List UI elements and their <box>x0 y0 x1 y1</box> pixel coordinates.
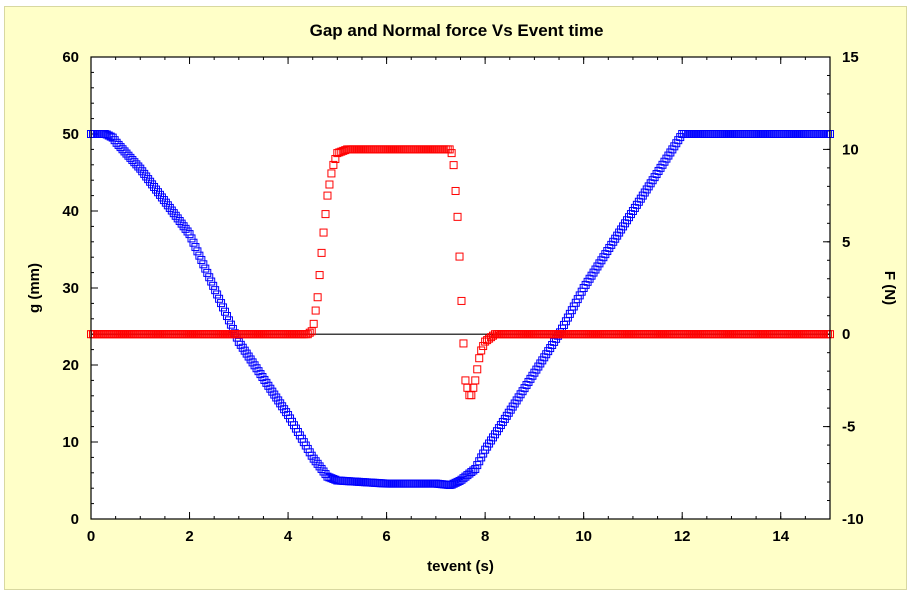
y-right-tick-label: 5 <box>842 234 850 251</box>
data-point-marker <box>219 303 228 312</box>
series-right-markers <box>87 145 834 400</box>
data-point-marker <box>195 251 204 260</box>
data-point-marker <box>309 319 318 328</box>
data-point-marker <box>213 290 222 299</box>
x-tick-label: 8 <box>481 528 489 545</box>
y-left-tick-label: 40 <box>62 203 79 220</box>
data-point-marker <box>211 286 220 295</box>
y-right-tick-label: 10 <box>842 141 859 158</box>
data-point-marker <box>329 160 338 169</box>
y-left-axis-label: g (mm) <box>26 263 43 313</box>
y-left-tick-label: 60 <box>62 49 79 66</box>
y-right-axis-label: F (N) <box>881 271 898 305</box>
y-left-tick-label: 10 <box>62 434 79 451</box>
data-point-marker <box>447 149 456 158</box>
data-point-marker <box>315 271 324 280</box>
data-point-marker <box>199 260 208 269</box>
x-tick-label: 10 <box>575 528 592 545</box>
data-point-marker <box>313 293 322 302</box>
data-point-marker <box>209 281 218 290</box>
data-point-marker <box>185 230 194 239</box>
y-left-tick-label: 30 <box>62 280 79 297</box>
y-left-tick-label: 20 <box>62 357 79 374</box>
series-left-markers <box>87 130 834 490</box>
data-point-marker <box>191 243 200 252</box>
data-point-marker <box>449 161 458 170</box>
x-tick-label: 6 <box>382 528 390 545</box>
data-point-marker <box>457 296 466 305</box>
data-point-marker <box>321 210 330 219</box>
data-point-marker <box>224 316 233 325</box>
data-point-marker <box>305 328 314 337</box>
y-left-tick-label: 50 <box>62 126 79 143</box>
data-point-marker <box>215 294 224 303</box>
x-tick-label: 0 <box>87 528 95 545</box>
data-point-marker <box>197 255 206 264</box>
chart-title: Gap and Normal force Vs Event time <box>309 21 604 40</box>
data-point-marker <box>459 339 468 348</box>
data-point-marker <box>226 320 235 329</box>
data-point-marker <box>217 299 226 308</box>
data-point-marker <box>193 247 202 256</box>
plot-area <box>91 57 830 519</box>
data-point-marker <box>187 234 196 243</box>
x-tick-label: 14 <box>772 528 789 545</box>
x-tick-label: 2 <box>185 528 193 545</box>
y-left-tick-label: 0 <box>71 511 79 528</box>
x-tick-label: 12 <box>674 528 691 545</box>
data-point-marker <box>455 252 464 261</box>
data-point-marker <box>471 376 480 385</box>
data-point-marker <box>325 180 334 189</box>
data-point-marker <box>453 212 462 221</box>
data-point-marker <box>477 346 486 355</box>
data-point-marker <box>222 312 231 321</box>
data-point-marker <box>189 238 198 247</box>
data-point-marker <box>311 306 320 315</box>
chart-svg: 0 2 4 6 8 10 12 14 0 10 20 30 40 50 60 -10 -5 0 5 10 15 teven… <box>26 49 898 575</box>
data-point-marker <box>317 248 326 257</box>
x-axis-label: tevent (s) <box>427 558 494 575</box>
y-right-tick-label: 0 <box>842 326 850 343</box>
data-point-marker <box>221 307 230 316</box>
data-point-marker <box>201 264 210 273</box>
data-point-marker <box>207 277 216 286</box>
y-right-tick-label: -5 <box>842 419 855 436</box>
data-point-marker <box>203 268 212 277</box>
y-right-tick-label: 15 <box>842 49 859 66</box>
y-right-tick-label: -10 <box>842 511 864 528</box>
data-point-marker <box>319 228 328 237</box>
data-point-marker <box>473 365 482 374</box>
data-point-marker <box>451 186 460 195</box>
plot-frame <box>90 56 831 520</box>
data-point-marker <box>327 169 336 178</box>
data-point-marker <box>475 354 484 363</box>
data-point-marker <box>205 273 214 282</box>
data-point-marker <box>323 191 332 200</box>
chart-figure: Gap and Normal force Vs Event time 0 2 4 6 8… <box>4 6 907 590</box>
x-tick-label: 4 <box>284 528 293 545</box>
